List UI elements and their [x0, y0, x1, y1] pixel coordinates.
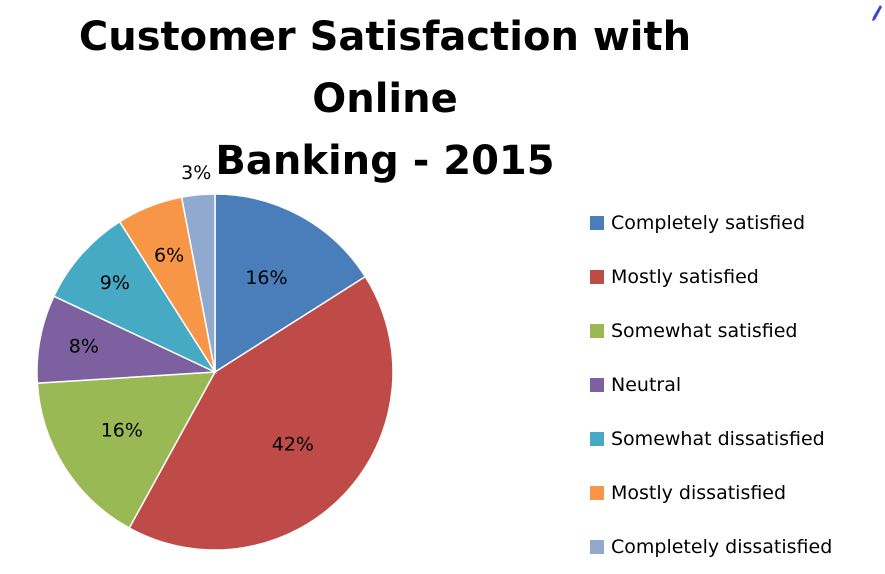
legend-item-mostly-dissatisfied: Mostly dissatisfied: [590, 466, 885, 520]
legend-item-somewhat-dissatisfied: Somewhat dissatisfied: [590, 412, 885, 466]
legend-swatch-mostly-satisfied: [590, 270, 604, 284]
legend-label-completely-dissatisfied: Completely dissatisfied: [611, 536, 833, 558]
chart-title-line-2: Banking - 2015: [215, 138, 555, 184]
pie-chart-area: 16% 42% 16% 8% 9% 6% 3%: [36, 162, 394, 551]
pie-slice-neutral: [36, 295, 216, 384]
chart-title: Customer Satisfaction with Online Bankin…: [0, 6, 770, 192]
pie-chart: 16% 42% 16% 8% 9% 6% 3%: [36, 162, 394, 551]
legend-swatch-completely-satisfied: [590, 216, 604, 230]
data-label-somewhat-satisfied: 16%: [101, 420, 143, 442]
data-label-completely-satisfied: 16%: [245, 267, 287, 289]
legend-label-completely-satisfied: Completely satisfied: [611, 212, 806, 234]
legend-swatch-somewhat-dissatisfied: [590, 432, 604, 446]
pie-slice-somewhat-satisfied: [36, 371, 217, 530]
chart-title-line-1: Customer Satisfaction with Online: [78, 14, 692, 122]
legend-item-neutral: Neutral: [590, 358, 885, 412]
corner-mark-icon: [872, 5, 882, 21]
pie-slice-completely-dissatisfied: [180, 193, 216, 373]
pie-slice-somewhat-dissatisfied: [52, 220, 218, 374]
legend-label-somewhat-dissatisfied: Somewhat dissatisfied: [611, 428, 825, 450]
legend-swatch-neutral: [590, 378, 604, 392]
legend-label-mostly-dissatisfied: Mostly dissatisfied: [611, 482, 787, 504]
data-label-mostly-satisfied: 42%: [272, 434, 314, 456]
legend-item-somewhat-satisfied: Somewhat satisfied: [590, 304, 885, 358]
legend-swatch-somewhat-satisfied: [590, 324, 604, 338]
legend-item-completely-satisfied: Completely satisfied: [590, 196, 885, 250]
data-label-somewhat-dissatisfied: 9%: [100, 272, 130, 294]
legend-label-neutral: Neutral: [611, 374, 682, 396]
chart-legend: Completely satisfied Mostly satisfied Some…: [590, 196, 885, 574]
pie-slice-mostly-satisfied: [128, 275, 394, 551]
legend-label-somewhat-satisfied: Somewhat satisfied: [611, 320, 798, 342]
legend-swatch-completely-dissatisfied: [590, 540, 604, 554]
legend-item-completely-dissatisfied: Completely dissatisfied: [590, 520, 885, 574]
legend-swatch-mostly-dissatisfied: [590, 486, 604, 500]
legend-item-mostly-satisfied: Mostly satisfied: [590, 250, 885, 304]
data-label-neutral: 8%: [69, 335, 99, 357]
legend-label-mostly-satisfied: Mostly satisfied: [611, 266, 759, 288]
pie-slice-completely-satisfied: [214, 193, 367, 374]
data-label-mostly-dissatisfied: 6%: [154, 245, 184, 267]
data-label-completely-dissatisfied: 3%: [181, 162, 211, 184]
